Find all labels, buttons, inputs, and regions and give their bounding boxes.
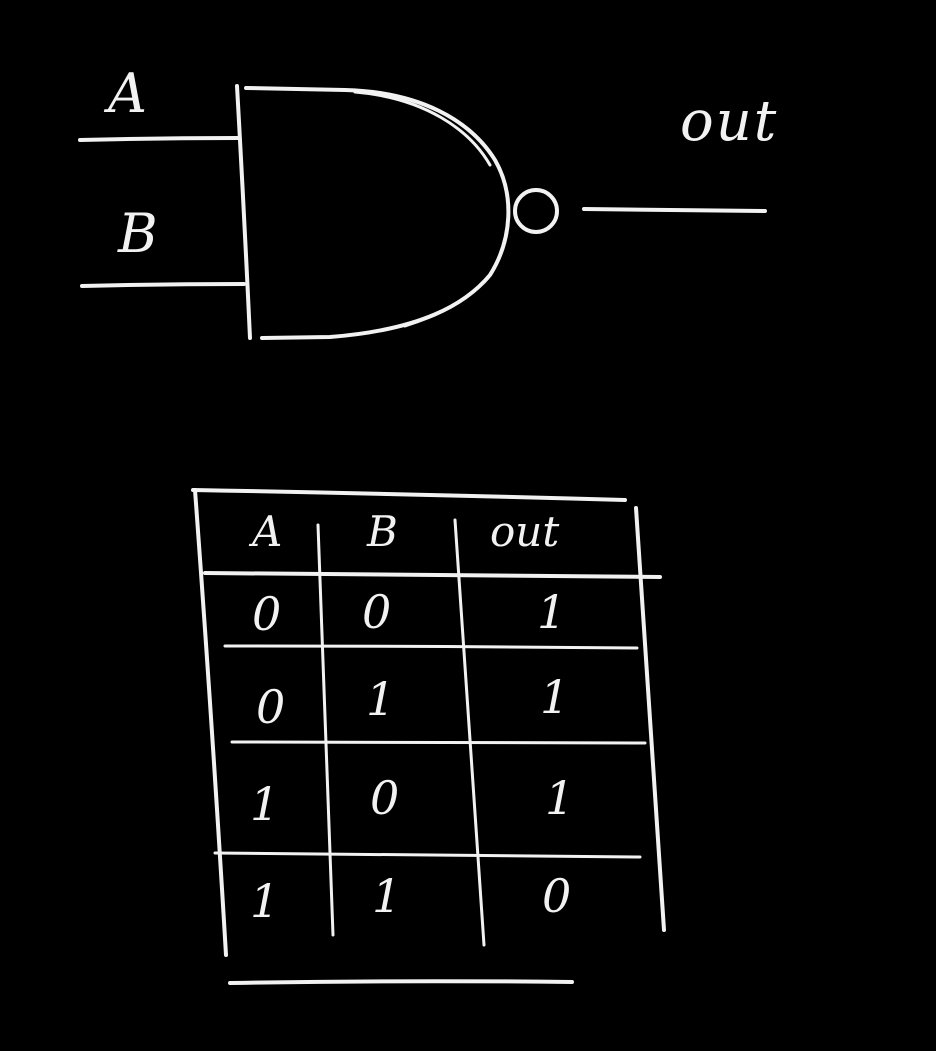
table-header-a: A bbox=[248, 507, 282, 556]
output-label: out bbox=[680, 89, 778, 154]
input-a-wire bbox=[78, 136, 240, 142]
row-divider-1 bbox=[223, 644, 639, 650]
row-divider-2 bbox=[230, 740, 647, 745]
table-left-border bbox=[193, 488, 228, 957]
table-cell: 1 bbox=[250, 777, 279, 831]
input-a-label: A bbox=[103, 62, 147, 125]
table-cell: 0 bbox=[362, 585, 391, 639]
table-cell: 0 bbox=[252, 587, 281, 641]
nand-gate: A B out bbox=[78, 62, 778, 340]
inversion-bubble bbox=[513, 188, 559, 234]
gate-body-curve bbox=[244, 86, 511, 340]
table-cell: 0 bbox=[542, 869, 571, 923]
table-header-out: out bbox=[490, 507, 559, 556]
table-cell: 1 bbox=[250, 874, 279, 928]
gate-body-curve-echo bbox=[353, 90, 492, 328]
table-cell: 1 bbox=[537, 585, 566, 639]
table-cell: 1 bbox=[372, 869, 401, 923]
row-divider-3 bbox=[213, 851, 642, 859]
table-cell: 0 bbox=[370, 771, 399, 825]
input-b-label: B bbox=[117, 202, 158, 265]
table-right-border bbox=[634, 506, 666, 932]
column-divider-1 bbox=[316, 523, 335, 937]
table-cell: 0 bbox=[256, 680, 285, 734]
table-bottom-underline bbox=[228, 979, 574, 985]
column-divider-2 bbox=[453, 518, 486, 947]
table-cell: 1 bbox=[545, 771, 574, 825]
output-wire bbox=[582, 207, 767, 213]
input-b-wire bbox=[80, 282, 246, 288]
gate-body-back bbox=[235, 84, 252, 340]
table-top-border bbox=[191, 488, 627, 502]
header-divider bbox=[203, 571, 662, 579]
table-cell: 1 bbox=[540, 670, 569, 724]
table-header-b: B bbox=[366, 507, 398, 556]
table-cell: 1 bbox=[366, 672, 395, 726]
truth-table: A B out 0 0 1 0 1 1 1 0 1 1 1 0 bbox=[191, 488, 666, 985]
